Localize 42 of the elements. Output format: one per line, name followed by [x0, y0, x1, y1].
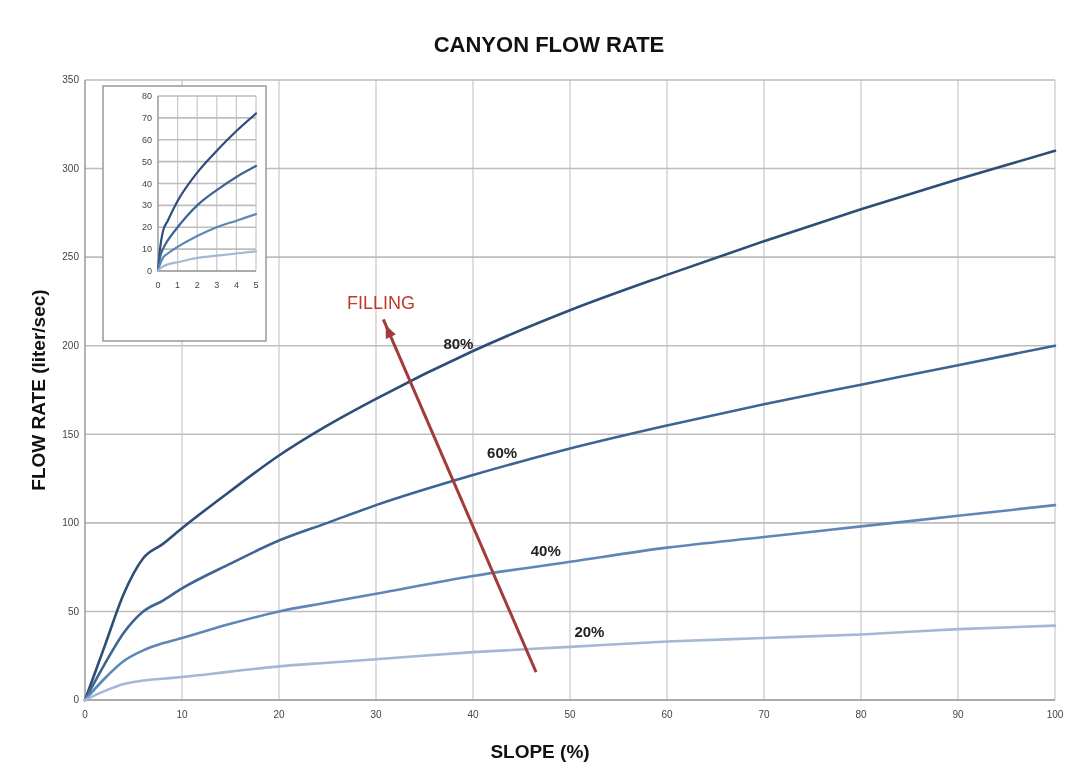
x-tick-label: 60 [661, 709, 673, 720]
chart-title: CANYON FLOW RATE [433, 32, 665, 57]
x-tick-label: 10 [176, 709, 188, 720]
y-tick-label: 60 [141, 134, 152, 145]
y-tick-label: 20 [141, 222, 152, 233]
series-label: 80% [443, 335, 474, 353]
y-tick-label: 150 [62, 428, 80, 440]
x-tick-label: 80 [855, 709, 867, 720]
x-tick-label: 2 [194, 280, 200, 290]
annotation: FILLING [346, 293, 415, 314]
x-tick-label: 50 [564, 709, 576, 720]
x-tick-label: 20 [273, 709, 285, 720]
y-tick-label: 300 [62, 162, 80, 174]
x-tick-label: 0 [155, 280, 161, 290]
y-tick-label: 200 [62, 340, 80, 352]
series-label: 40% [530, 542, 561, 560]
y-tick-label: 250 [62, 251, 80, 263]
x-tick-label: 1 [175, 280, 181, 290]
x-axis-title: SLOPE (%) [490, 741, 590, 762]
series-label: 60% [487, 444, 518, 462]
y-tick-label: 10 [141, 244, 152, 255]
y-tick-label: 0 [146, 266, 152, 276]
y-tick-label: 30 [141, 200, 152, 211]
x-tick-label: 3 [214, 280, 220, 290]
y-tick-label: 350 [62, 74, 80, 86]
y-tick-label: 50 [141, 156, 152, 167]
y-tick-label: 50 [67, 605, 80, 617]
series-label: 20% [574, 622, 605, 640]
y-tick-label: 100 [62, 517, 80, 529]
x-tick-label: 4 [233, 280, 239, 290]
x-tick-label: 40 [467, 709, 479, 720]
x-tick-label: 70 [758, 709, 770, 720]
y-axis-title: FLOW RATE (liter/sec) [28, 289, 49, 491]
x-tick-label: 0 [82, 709, 89, 720]
x-tick-label: 5 [253, 280, 259, 290]
y-tick-label: 80 [141, 91, 152, 101]
y-tick-label: 70 [141, 112, 152, 123]
x-tick-label: 100 [1046, 709, 1064, 720]
y-tick-label: 40 [141, 178, 152, 189]
x-tick-label: 90 [952, 709, 964, 720]
y-tick-label: 0 [73, 694, 80, 706]
x-tick-label: 30 [370, 709, 382, 720]
